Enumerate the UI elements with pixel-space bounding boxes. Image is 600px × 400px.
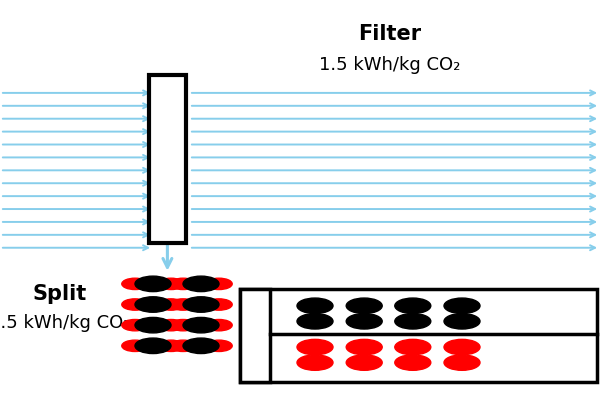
Circle shape <box>135 338 171 354</box>
Circle shape <box>158 340 184 352</box>
Circle shape <box>183 276 219 292</box>
Circle shape <box>444 355 480 370</box>
Circle shape <box>346 298 382 314</box>
Circle shape <box>444 314 480 329</box>
Bar <box>149 75 186 242</box>
Circle shape <box>297 314 333 329</box>
Circle shape <box>395 314 431 329</box>
Circle shape <box>122 340 148 352</box>
Bar <box>240 289 270 382</box>
Circle shape <box>183 338 219 354</box>
Circle shape <box>170 278 196 290</box>
Circle shape <box>122 278 148 290</box>
Circle shape <box>395 339 431 355</box>
Circle shape <box>183 318 219 333</box>
Circle shape <box>135 297 171 312</box>
Circle shape <box>122 299 148 310</box>
Circle shape <box>206 320 232 331</box>
Text: Split: Split <box>33 284 87 304</box>
Circle shape <box>170 340 196 352</box>
Circle shape <box>135 318 171 333</box>
Circle shape <box>395 298 431 314</box>
Circle shape <box>297 339 333 355</box>
Circle shape <box>346 314 382 329</box>
Circle shape <box>206 340 232 352</box>
Circle shape <box>158 299 184 310</box>
Text: 4.5 kWh/kg CO₂: 4.5 kWh/kg CO₂ <box>0 314 131 332</box>
Circle shape <box>346 339 382 355</box>
Circle shape <box>346 355 382 370</box>
Bar <box>240 289 597 382</box>
Circle shape <box>444 339 480 355</box>
Circle shape <box>206 278 232 290</box>
Circle shape <box>135 276 171 292</box>
Text: Filter: Filter <box>358 24 422 44</box>
Text: 1.5 kWh/kg CO₂: 1.5 kWh/kg CO₂ <box>319 56 461 74</box>
Circle shape <box>122 320 148 331</box>
Circle shape <box>158 320 184 331</box>
Circle shape <box>170 299 196 310</box>
Circle shape <box>297 355 333 370</box>
Circle shape <box>206 299 232 310</box>
Circle shape <box>183 297 219 312</box>
Circle shape <box>444 298 480 314</box>
Circle shape <box>158 278 184 290</box>
Circle shape <box>170 320 196 331</box>
Circle shape <box>395 355 431 370</box>
Circle shape <box>297 298 333 314</box>
